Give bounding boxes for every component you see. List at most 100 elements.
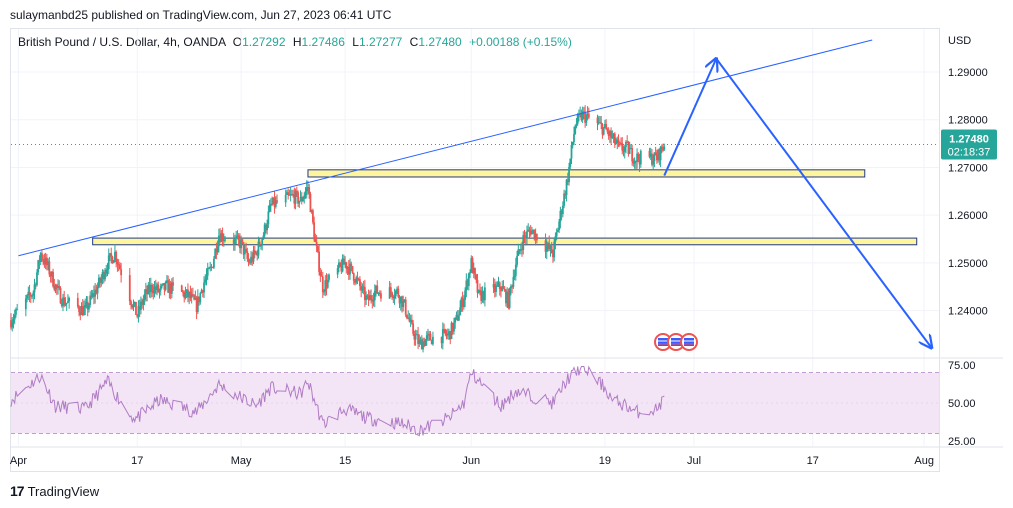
- candle-body: [305, 187, 308, 192]
- candle-body: [54, 284, 57, 290]
- candle-body: [131, 304, 134, 308]
- price-tick-label: 1.29000: [948, 67, 988, 79]
- candle-body: [555, 231, 558, 237]
- drawings: [11, 39, 939, 348]
- candle-body: [601, 124, 604, 135]
- candle-body: [289, 194, 292, 196]
- candle-body: [180, 285, 183, 292]
- candle-body: [389, 287, 392, 293]
- symbol-title[interactable]: British Pound / U.S. Dollar, 4h, OANDA: [18, 35, 226, 49]
- candle-body: [10, 320, 12, 328]
- candle-body: [142, 299, 145, 305]
- candle-body: [314, 239, 317, 243]
- flag-stripe-icon: [658, 338, 668, 346]
- footer-brand[interactable]: TradingView: [27, 483, 100, 499]
- candle-body: [260, 245, 262, 247]
- flag-stripe-icon: [671, 338, 681, 346]
- candle-body: [215, 248, 218, 253]
- candle-body: [528, 229, 531, 231]
- candle-body: [392, 296, 395, 299]
- candle-body: [521, 249, 523, 251]
- economic-events[interactable]: [654, 333, 698, 351]
- candle-body: [167, 280, 170, 293]
- candle-body: [553, 241, 556, 258]
- candle-body: [96, 286, 99, 294]
- candle-body: [44, 257, 47, 265]
- candle-body: [580, 113, 583, 121]
- candle-body: [367, 295, 370, 301]
- candle-body: [290, 194, 293, 196]
- candle-body: [649, 153, 652, 157]
- candle-body: [544, 240, 547, 252]
- publisher-line: sulaymanbd25 published on TradingView.co…: [10, 8, 392, 22]
- candle-body: [533, 229, 536, 240]
- candle-body: [425, 335, 428, 340]
- candle-body: [611, 136, 614, 138]
- candle-body: [163, 283, 166, 290]
- candle-body: [564, 193, 567, 196]
- candle-body: [27, 291, 30, 296]
- candle-body: [272, 197, 275, 204]
- candle-body: [576, 114, 579, 124]
- candle-body: [449, 331, 452, 340]
- candle-body: [47, 261, 50, 266]
- candle-body: [469, 272, 471, 274]
- candle-body: [234, 238, 236, 245]
- candle-body: [261, 239, 264, 246]
- candle-body: [432, 336, 434, 345]
- close-label: C: [409, 35, 419, 49]
- candle-body: [569, 158, 572, 167]
- candle-body: [618, 142, 621, 144]
- candle-body: [373, 290, 376, 301]
- candle-body: [102, 271, 105, 280]
- candle-body: [137, 306, 140, 317]
- currency-label: USD: [948, 35, 971, 47]
- candle-body: [164, 281, 167, 290]
- candle-body: [627, 141, 630, 154]
- candle-body: [410, 319, 413, 324]
- candle-body: [599, 122, 601, 124]
- candle-body: [637, 153, 640, 160]
- candle-body: [184, 292, 187, 298]
- candle-body: [201, 290, 204, 293]
- last-price-value: 1.27480: [949, 134, 989, 146]
- candle-body: [566, 179, 569, 183]
- candle-body: [36, 272, 38, 286]
- candle-body: [42, 258, 45, 261]
- candle-body: [168, 283, 171, 293]
- candle-body: [606, 129, 609, 132]
- low-label: L: [352, 35, 359, 49]
- candle-body: [239, 239, 241, 249]
- candle-body: [372, 300, 375, 302]
- candle-body: [84, 305, 87, 308]
- candle-body: [545, 246, 548, 252]
- candle-body: [315, 242, 318, 247]
- candle-body: [527, 229, 530, 232]
- candle-body: [418, 340, 421, 344]
- candle-body: [356, 277, 359, 279]
- candle-body: [308, 187, 311, 194]
- candle-body: [657, 149, 660, 161]
- open-label: O: [232, 35, 243, 49]
- candle-body: [45, 257, 48, 266]
- chart-frame: [10, 28, 940, 472]
- candle-body: [430, 340, 433, 345]
- candle-body: [246, 251, 249, 259]
- time-tick-label: 17: [131, 455, 143, 467]
- candle-body: [548, 243, 551, 250]
- candle-body: [65, 302, 68, 304]
- candle-body: [565, 179, 568, 196]
- candle-body: [221, 233, 224, 241]
- candle-body: [535, 233, 538, 241]
- candle-body: [350, 263, 353, 266]
- candle-body: [563, 193, 565, 206]
- candle-body: [300, 196, 303, 202]
- candle-body: [407, 317, 410, 319]
- forecast-up-arrow: [663, 59, 716, 176]
- candle-body: [276, 200, 278, 203]
- candle-body: [398, 296, 401, 304]
- candle-body: [495, 285, 497, 292]
- rsi-tick-label: 50.00: [948, 398, 976, 410]
- candle-body: [88, 304, 90, 310]
